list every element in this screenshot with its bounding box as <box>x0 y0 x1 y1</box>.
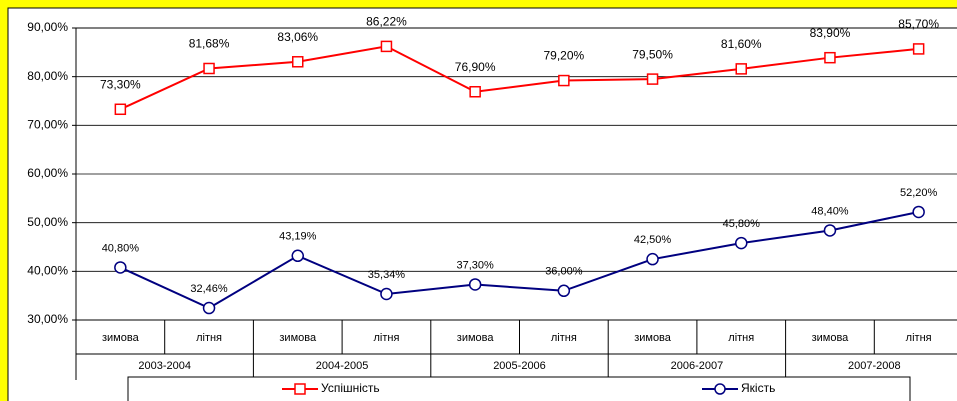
x-tick-label: літня <box>551 332 577 344</box>
marker <box>114 103 127 116</box>
y-tick-label: 30,00% <box>27 312 68 326</box>
x-tick-label: літня <box>373 332 399 344</box>
legend <box>127 376 911 401</box>
data-label: 79,20% <box>543 49 584 63</box>
y-tick-label: 80,00% <box>27 69 68 83</box>
y-tick-label: 50,00% <box>27 215 68 229</box>
data-label: 43,19% <box>279 231 317 243</box>
marker <box>824 51 836 64</box>
data-label: 83,90% <box>810 26 851 40</box>
data-label: 37,30% <box>456 259 494 271</box>
y-tick-label: 60,00% <box>27 166 68 180</box>
data-label: 32,46% <box>190 283 228 295</box>
series-line <box>119 210 919 310</box>
data-label: 85,70% <box>898 17 939 31</box>
group-label: 2003-2004 <box>138 360 191 372</box>
data-label: 76,90% <box>455 60 496 74</box>
data-label: 52,20% <box>900 187 938 199</box>
x-tick-label: зимова <box>279 332 317 344</box>
y-tick-label: 70,00% <box>27 118 68 132</box>
group-label: 2007-2008 <box>848 360 901 372</box>
marker <box>735 63 747 75</box>
marker <box>646 252 659 266</box>
data-label: 81,60% <box>721 37 762 51</box>
data-label: 36,00% <box>545 266 583 278</box>
marker <box>380 40 393 53</box>
group-label: 2004-2005 <box>316 360 369 372</box>
legend-label: Якість <box>741 381 775 395</box>
data-label: 45,80% <box>723 218 761 230</box>
group-label: 2005-2006 <box>493 360 546 372</box>
marker <box>469 86 481 98</box>
x-tick-label: зимова <box>634 332 672 344</box>
marker <box>646 73 659 85</box>
data-label: 35,34% <box>368 269 406 281</box>
data-label: 81,68% <box>189 37 230 51</box>
data-label: 40,80% <box>102 242 140 254</box>
x-tick-label: літня <box>196 332 222 344</box>
marker <box>202 301 216 315</box>
x-tick-label: зимова <box>457 332 495 344</box>
x-tick-label: зимова <box>812 332 850 344</box>
marker <box>203 62 215 75</box>
marker <box>114 261 127 274</box>
data-label: 86,22% <box>366 15 407 29</box>
x-tick-label: літня <box>728 332 754 344</box>
data-label: 83,06% <box>277 30 318 44</box>
marker <box>380 287 393 301</box>
marker <box>823 224 837 237</box>
series-line <box>119 45 919 111</box>
data-label: 79,50% <box>632 47 673 61</box>
marker <box>735 236 748 250</box>
marker <box>558 74 570 87</box>
legend-marker <box>714 383 726 395</box>
marker <box>912 43 925 55</box>
data-label: 48,40% <box>811 205 849 217</box>
x-tick-label: зимова <box>102 332 140 344</box>
data-label: 42,50% <box>634 234 672 246</box>
legend-marker <box>294 383 306 395</box>
group-label: 2006-2007 <box>671 360 724 372</box>
marker <box>292 56 304 68</box>
marker <box>468 278 482 291</box>
marker <box>557 284 571 298</box>
y-tick-label: 40,00% <box>27 264 68 278</box>
x-tick-label: літня <box>906 332 932 344</box>
legend-label: Успішність <box>321 381 380 395</box>
marker <box>291 249 304 263</box>
data-label: 73,30% <box>100 77 141 91</box>
marker <box>912 205 925 219</box>
y-tick-label: 90,00% <box>27 20 68 34</box>
